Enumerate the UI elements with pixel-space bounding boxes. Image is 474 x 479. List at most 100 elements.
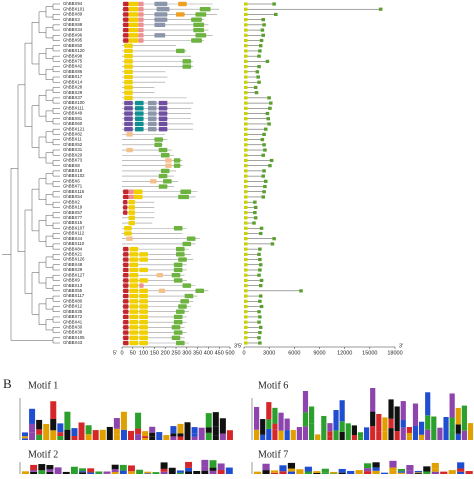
motif-box	[158, 147, 168, 153]
motif-box	[123, 278, 129, 283]
exon	[263, 148, 267, 152]
motif-box	[139, 319, 148, 325]
motif-box	[138, 33, 144, 38]
motif-box	[173, 319, 183, 325]
motif-box	[123, 199, 128, 205]
exon	[268, 106, 272, 110]
logo-glyph	[262, 463, 270, 471]
logo-glyph	[198, 427, 205, 440]
exon	[244, 341, 248, 345]
logo-glyph	[217, 470, 225, 474]
logo-glyph	[313, 471, 321, 473]
motif-box	[154, 1, 168, 7]
logo-glyph	[226, 430, 233, 440]
gene-name: GhBBX3	[63, 17, 80, 22]
exon	[244, 320, 248, 324]
logo-glyph	[78, 422, 85, 440]
logo-glyph	[449, 430, 455, 440]
motif-box	[193, 27, 205, 33]
exon	[244, 252, 248, 256]
motif-box	[138, 7, 144, 12]
exon	[268, 164, 272, 168]
motif-box	[138, 22, 144, 28]
logo-glyph	[437, 427, 443, 440]
motif-box	[178, 1, 187, 7]
logo-glyph	[43, 424, 50, 440]
tick-label: 12000	[337, 350, 352, 356]
logo-glyph	[30, 470, 38, 472]
exon	[252, 221, 256, 225]
logo-glyph	[168, 467, 176, 474]
exon	[259, 226, 264, 230]
exon	[244, 263, 248, 267]
logo-glyph	[205, 432, 212, 440]
logo-glyph	[382, 431, 388, 440]
logo-glyph	[142, 436, 149, 438]
logo-glyph	[339, 400, 345, 422]
gene-name: GhBBX21	[63, 251, 83, 256]
logo-glyph	[388, 428, 394, 440]
logo-glyph	[29, 423, 36, 433]
logo-glyph	[443, 416, 449, 440]
motif-box	[133, 194, 143, 200]
motif-box	[129, 288, 139, 294]
logo-glyph	[156, 432, 163, 440]
logo-glyph	[266, 402, 272, 420]
motif-box	[139, 283, 144, 288]
exon	[244, 184, 248, 189]
gene-name: GhBBX9	[63, 278, 80, 283]
logo-glyph	[302, 390, 309, 413]
gene-name: GhBBX72	[63, 314, 83, 319]
logo-glyph	[219, 433, 226, 440]
logo-glyph	[296, 427, 302, 440]
motif-box	[123, 288, 129, 294]
motif-box	[138, 17, 144, 22]
motif-box	[182, 59, 192, 64]
logo-glyph	[260, 419, 266, 431]
motif-box	[128, 220, 135, 226]
logo-glyph	[357, 432, 364, 438]
logo-glyph	[64, 411, 71, 430]
logo-glyph	[36, 434, 43, 440]
logo-glyph	[425, 415, 431, 430]
motif-box	[171, 335, 181, 340]
gene-name: GhBBX13	[63, 283, 83, 288]
exon	[244, 174, 248, 178]
exon	[244, 96, 248, 100]
logo-glyph	[431, 462, 439, 469]
tick-label: 350	[193, 350, 202, 356]
logo-glyph	[370, 387, 376, 412]
motif-title: Motif 6	[258, 380, 288, 391]
logo-glyph	[357, 437, 364, 440]
gene-name: GhBBX54	[63, 194, 83, 199]
logo-glyph	[400, 401, 406, 421]
logo-glyph	[209, 460, 217, 468]
logo-glyph	[370, 411, 376, 427]
motif-box	[126, 132, 133, 137]
exon	[244, 23, 248, 27]
logo-glyph	[400, 420, 406, 428]
exon	[244, 143, 248, 147]
motif-box	[128, 12, 139, 17]
logo-glyph	[113, 434, 120, 440]
motif-box	[124, 53, 133, 59]
motif-box	[158, 121, 168, 127]
exon	[258, 257, 262, 262]
motif-box	[128, 27, 139, 33]
exon	[244, 44, 248, 48]
logo-glyph	[149, 426, 156, 433]
motif-box	[129, 335, 139, 340]
logo-glyph	[95, 471, 103, 474]
exon	[258, 247, 262, 251]
motif-box	[129, 252, 139, 257]
motif-box	[191, 17, 202, 22]
motif-box	[139, 293, 148, 299]
logo-glyph	[135, 412, 142, 429]
exon	[244, 111, 248, 116]
exon	[244, 101, 248, 105]
logo-glyph	[278, 412, 284, 431]
motif-box	[139, 309, 148, 314]
gene-name: GhBBX29	[63, 90, 83, 95]
logo-glyph	[79, 472, 87, 474]
motif-box	[156, 7, 170, 12]
